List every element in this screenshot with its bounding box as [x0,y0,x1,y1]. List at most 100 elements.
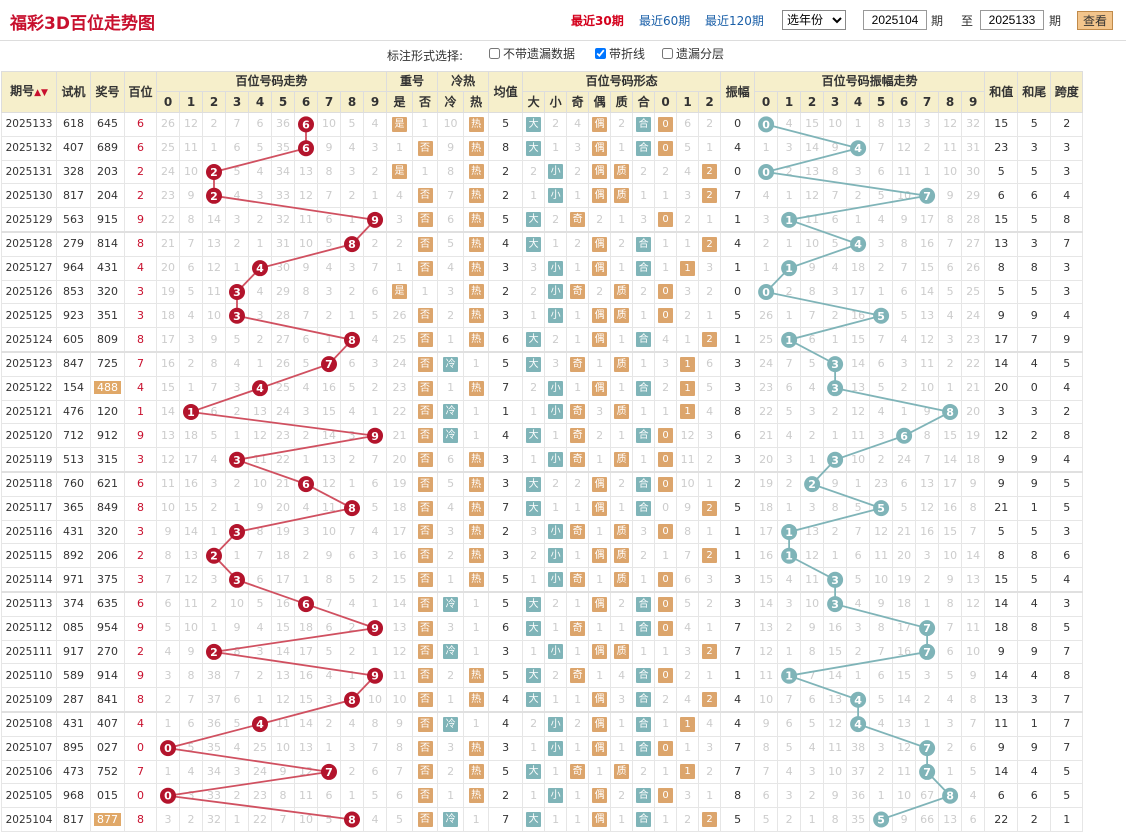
form-cell-value: 7 [684,548,692,562]
avg-cell: 7 [488,375,524,401]
form-cell: 1 [610,423,634,449]
form-cell: 8 [676,519,700,545]
amp-trend-cell: 6 [846,543,871,569]
repeat-cell: 17 [386,519,414,545]
table-row: 2025114971375371233617185215否1热51小奇1质106… [1,567,1084,593]
form-cell-value: 2 [706,452,714,466]
amp-trend-cell: 2 [754,230,779,257]
view-button[interactable]: 查看 [1077,11,1113,30]
amp-trend-cell: 15 [938,519,963,545]
amp-cell: 0 [720,112,756,137]
form-cell: 2 [566,230,590,257]
amp-trend-cell: 11 [823,735,848,761]
repeat-cell: 否 [412,687,439,713]
table-row: 2025131328203224102543413832是18热22小2偶质22… [1,159,1084,185]
trend-cell: 17 [156,327,180,353]
form-cell: 3 [676,183,700,209]
repeat-cell-value: 1 [396,141,404,155]
year-select[interactable]: 选年份 [782,10,846,30]
form-cell-value: 偶 [592,140,608,156]
coldhot-cell: 热 [463,183,490,209]
form-cell: 2 [632,159,656,185]
recent-30-link[interactable]: 最近30期 [571,14,624,28]
form-cell: 2 [698,687,722,713]
repeat-sub-header: 是 [386,91,414,113]
tail-cell: 9 [1017,303,1052,329]
form-cell-value: 偶 [592,596,608,612]
trend-cell: 4 [317,255,341,281]
amp-trend-cell: 7 [961,519,986,545]
form-cell: 2 [698,279,722,305]
form-cell-value: 质 [614,764,630,780]
form-cell: 偶 [588,327,612,353]
form-cell-value: 1 [552,621,560,635]
amp-trend-cell: 4 [846,687,871,713]
avg-cell: 3 [488,639,524,665]
form-cell-value: 大 [526,140,542,156]
tail-cell: 4 [1017,663,1052,689]
trend-cell: 7 [225,112,249,137]
form-cell-value: 1 [552,501,560,515]
recent-120-link[interactable]: 最近120期 [705,14,764,28]
repeat-cell: 否 [412,639,439,665]
amp-trend-cell: 7 [869,135,894,161]
form-cell: 小 [544,710,568,737]
form-cell-value: 2 [530,164,538,178]
form-cell: 1 [588,663,612,689]
amp-trend-cell: 2 [846,183,871,209]
trend-cell: 4 [294,495,318,521]
hundred-cell: 8 [124,327,157,353]
sort-icon[interactable]: ▲▼ [34,87,48,98]
repeat-cell: 22 [386,399,414,425]
trend-digit-header: 4 [248,91,272,113]
from-issue-input[interactable] [863,10,927,30]
miss-layer-option[interactable]: 遗漏分层 [662,45,724,62]
trend-cell: 17 [294,639,318,665]
test-cell: 971 [56,567,91,593]
form-cell-value: 0 [658,596,674,612]
form-cell-value: 1 [680,764,696,780]
prize-cell: 689 [90,135,125,161]
trend-table: 期号▲▼ 试机 奖号 百位 百位号码走势 重号 冷热 均值 百位号码形态 振幅 百位号码振幅走势 和值… [1,71,1084,832]
trend-cell: 10 [225,590,249,617]
coldhot-cell-value: 冷 [443,404,459,420]
trend-cell: 1 [362,183,388,209]
form-cell-value: 合 [636,428,652,444]
form-cell: 大 [522,495,546,521]
trend-cell: 2 [179,350,203,377]
form-sub-header: 质 [610,91,634,113]
amp-trend-cell: 1 [777,327,802,353]
recent-60-link[interactable]: 最近60期 [639,14,691,28]
to-issue-input[interactable] [980,10,1044,30]
trend-cell: 7 [317,183,341,209]
trend-cell: 11 [294,207,318,233]
trend-cell: 14 [156,399,180,425]
trend-cell: 3 [202,567,226,593]
amp-trend-cell: 13 [846,375,871,401]
miss-layer-checkbox[interactable] [662,48,673,59]
no-miss-option[interactable]: 不带遗漏数据 [489,45,575,62]
coldhot-cell: 热 [463,495,490,521]
form-cell: 偶 [588,543,612,569]
amp-trend-cell: 10 [754,687,779,713]
amp-trend-cell: 6 [800,327,825,353]
form-cell-value: 偶 [592,260,608,276]
form-cell-value: 1 [640,644,648,658]
form-cell: 质 [610,350,634,377]
table-row: 202512685332031951134298326是13热22小奇2质203… [1,279,1084,305]
coldhot-cell: 2 [437,759,465,785]
polyline-checkbox[interactable] [595,48,606,59]
form-cell: 3 [588,399,612,425]
polyline-option[interactable]: 带折线 [595,45,645,62]
prize-value: 689 [97,141,118,155]
sum-cell: 9 [984,447,1019,473]
trend-cell: 6 [340,350,364,377]
amp-trend-cell: 12 [754,639,779,665]
no-miss-checkbox[interactable] [489,48,500,59]
form-cell-value: 2 [552,332,560,346]
repeat-cell-value: 否 [417,620,433,636]
trend-cell: 9 [362,423,388,449]
tail-cell: 5 [1017,279,1052,305]
prize-value: 621 [97,477,118,491]
trend-cell: 2 [202,159,226,185]
